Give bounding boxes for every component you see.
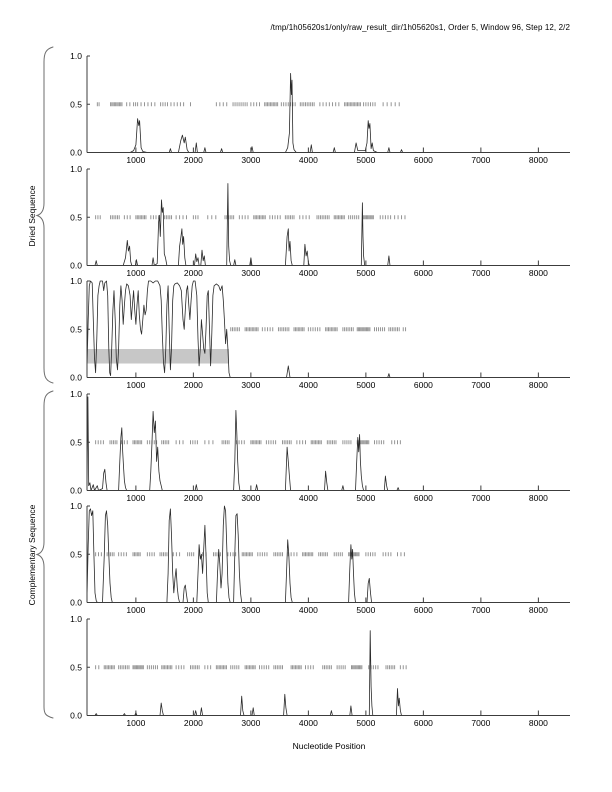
subplot-complementary-1: 1000 2000 3000 4000 5000 6000 7000 8000 1.0 0.5 0.… — [70, 389, 570, 503]
x-tick-label: 8000 — [529, 605, 548, 615]
figure-title: /tmp/1h05620s1/only/raw_result_dir/1h056… — [270, 23, 570, 32]
y-tick-label: 0.5 — [70, 662, 82, 672]
x-tick-label: 5000 — [356, 380, 375, 390]
y-tick-label: 0.5 — [70, 437, 82, 447]
signal-trace — [86, 396, 570, 491]
x-tick-label: 5000 — [356, 493, 375, 503]
x-tick-label: 2000 — [184, 493, 203, 503]
x-tick-label: 6000 — [414, 155, 433, 165]
y-tick-label: 1.0 — [70, 51, 82, 61]
signal-trace — [86, 505, 570, 603]
subplot-complementary-3: 1000 2000 3000 4000 5000 6000 7000 8000 1.0 0.5 0.… — [70, 614, 570, 728]
x-tick-label: 1000 — [126, 605, 145, 615]
y-tick-label: 0.0 — [70, 711, 82, 721]
y-tick-label: 1.0 — [70, 276, 82, 286]
highlight-band — [87, 349, 230, 364]
x-tick-label: 6000 — [414, 380, 433, 390]
x-tick-label: 1000 — [126, 380, 145, 390]
y-tick-label: 0.5 — [70, 324, 82, 334]
x-tick-label: 1000 — [126, 155, 145, 165]
x-tick-label: 4000 — [299, 718, 318, 728]
x-tick-label: 4000 — [299, 605, 318, 615]
x-tick-label: 6000 — [414, 268, 433, 278]
x-tick-label: 3000 — [241, 155, 260, 165]
x-tick-label: 4000 — [299, 380, 318, 390]
x-tick-label: 3000 — [241, 380, 260, 390]
x-tick-label: 2000 — [184, 380, 203, 390]
x-tick-label: 2000 — [184, 268, 203, 278]
x-tick-label: 5000 — [356, 718, 375, 728]
y-tick-label: 0.0 — [70, 148, 82, 158]
y-tick-label: 0.0 — [70, 261, 82, 271]
y-tick-label: 1.0 — [70, 389, 82, 399]
y-tick-label: 0.5 — [70, 212, 82, 222]
signal-trace — [87, 630, 570, 716]
x-tick-label: 2000 — [184, 155, 203, 165]
x-tick-label: 8000 — [529, 268, 548, 278]
x-axis-title: Nucleotide Position — [292, 741, 366, 751]
y-tick-label: 1.0 — [70, 614, 82, 624]
x-tick-label: 7000 — [471, 155, 490, 165]
x-tick-label: 1000 — [126, 718, 145, 728]
x-tick-label: 8000 — [529, 718, 548, 728]
x-tick-label: 7000 — [471, 268, 490, 278]
signal-trace — [87, 183, 570, 266]
y-tick-label: 1.0 — [70, 501, 82, 511]
y-tick-label: 1.0 — [70, 164, 82, 174]
subplot-dried-2: 1000 2000 3000 4000 5000 6000 7000 8000 1.0 0.5 0.… — [70, 164, 570, 278]
x-tick-label: 1000 — [126, 493, 145, 503]
dried-group-brace — [35, 46, 54, 384]
x-tick-label: 3000 — [241, 268, 260, 278]
y-tick-label: 0.0 — [70, 598, 82, 608]
x-tick-label: 1000 — [126, 268, 145, 278]
y-tick-label: 0.0 — [70, 373, 82, 383]
subplot-dried-3: 1000 2000 3000 4000 5000 6000 7000 8000 1.0 0.5 0.… — [70, 276, 570, 390]
x-tick-label: 7000 — [471, 718, 490, 728]
x-tick-label: 6000 — [414, 493, 433, 503]
signal-trace — [87, 72, 570, 153]
complementary-group-brace — [35, 390, 54, 719]
x-tick-label: 8000 — [529, 493, 548, 503]
x-tick-label: 5000 — [356, 605, 375, 615]
x-tick-label: 4000 — [299, 268, 318, 278]
x-tick-label: 3000 — [241, 605, 260, 615]
x-tick-label: 6000 — [414, 605, 433, 615]
x-tick-label: 5000 — [356, 268, 375, 278]
x-tick-label: 2000 — [184, 718, 203, 728]
subplot-dried-1: 1000 2000 3000 4000 5000 6000 7000 8000 1.0 0.5 0.… — [70, 51, 570, 165]
x-tick-label: 4000 — [299, 493, 318, 503]
y-tick-label: 0.5 — [70, 99, 82, 109]
x-tick-label: 5000 — [356, 155, 375, 165]
x-tick-label: 6000 — [414, 718, 433, 728]
x-tick-label: 8000 — [529, 155, 548, 165]
x-tick-label: 3000 — [241, 493, 260, 503]
x-tick-label: 4000 — [299, 155, 318, 165]
x-tick-label: 8000 — [529, 380, 548, 390]
x-tick-label: 7000 — [471, 605, 490, 615]
y-tick-label: 0.0 — [70, 486, 82, 496]
x-tick-label: 7000 — [471, 493, 490, 503]
x-tick-label: 7000 — [471, 380, 490, 390]
x-tick-label: 2000 — [184, 605, 203, 615]
y-tick-label: 0.5 — [70, 549, 82, 559]
subplot-complementary-2: 1000 2000 3000 4000 5000 6000 7000 8000 1.0 0.5 0.… — [70, 501, 570, 615]
x-tick-label: 3000 — [241, 718, 260, 728]
signal-trace — [86, 280, 570, 378]
